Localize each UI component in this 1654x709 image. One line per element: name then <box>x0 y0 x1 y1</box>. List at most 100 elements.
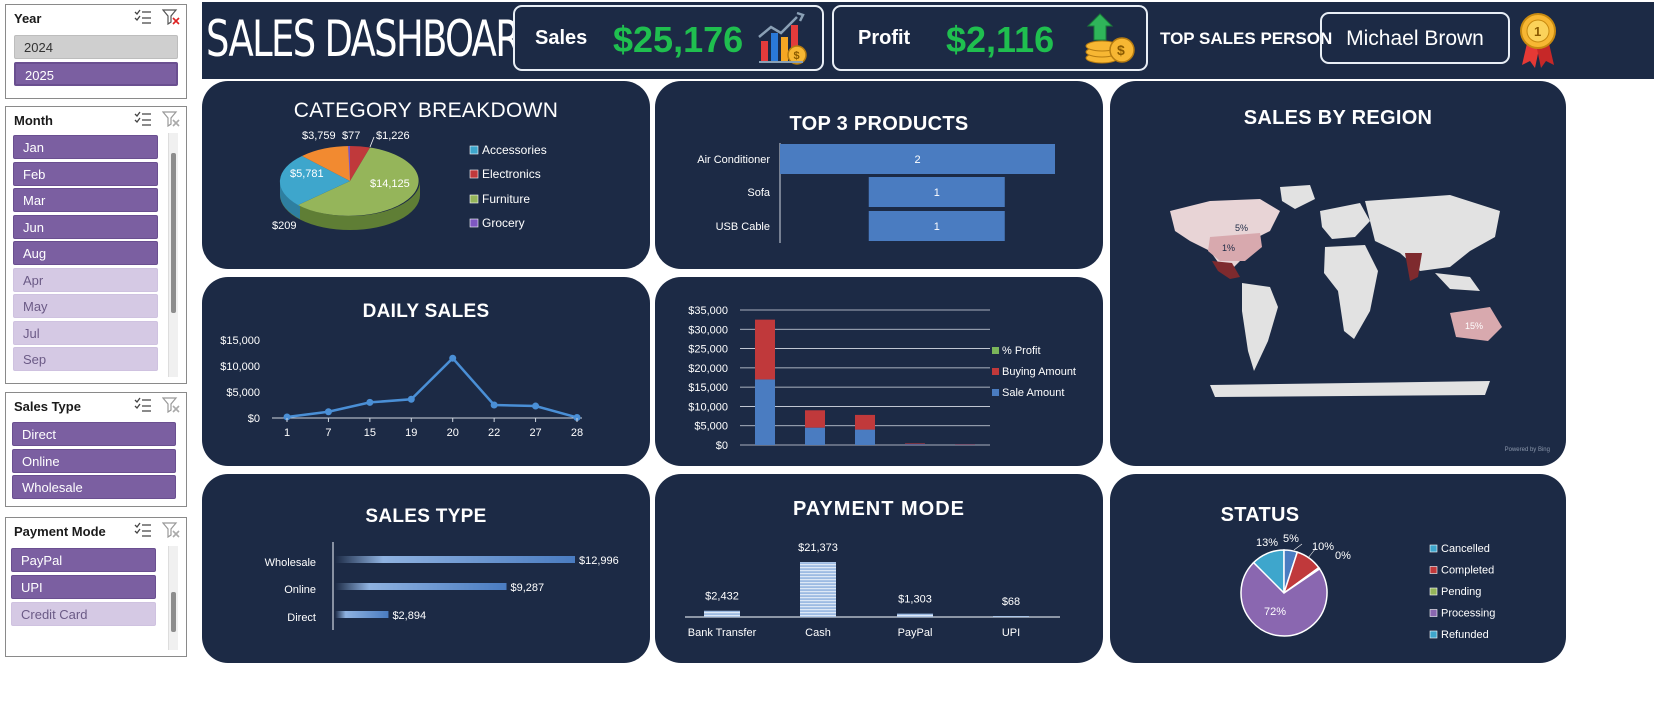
sales-type-category-0: Wholesale <box>265 557 316 569</box>
daily-sales-card: DAILY SALES $15,000 $10,000 $5,000 $0 1 7 15 19… <box>202 277 650 466</box>
daily-xtick-0: 1 <box>284 427 290 439</box>
map-africa <box>1324 245 1378 339</box>
payment-category-3: UPI <box>1002 627 1020 639</box>
slicer-item-feb[interactable]: Feb <box>13 161 158 186</box>
payment-mode-slicer-title: Payment Mode <box>14 524 106 539</box>
amount-legend-1: Buying Amount <box>1002 366 1076 378</box>
legend-furniture: Furniture <box>482 192 530 206</box>
status-slice-4 <box>1240 561 1328 637</box>
sale-amount-bar-1 <box>805 427 825 445</box>
daily-xtick-5: 22 <box>488 427 500 439</box>
cat-label-2: $77 <box>342 130 360 142</box>
category-legend: Accessories Electronics Furniture Grocer… <box>469 143 547 230</box>
payment-mode-card: PAYMENT MODE $2,432 Bank Transfer $21,373 C… <box>655 474 1103 663</box>
legend-electronics: Electronics <box>482 167 541 181</box>
leader-line <box>369 136 375 148</box>
slicer-item-may[interactable]: May <box>13 294 158 318</box>
slicer-item-sep[interactable]: Sep <box>13 347 158 371</box>
top-sales-person-name: Michael Brown <box>1346 27 1484 50</box>
payment-mode-scrollbar[interactable] <box>168 546 178 650</box>
product-bar-label-0: 2 <box>914 154 920 166</box>
year-slicer-title: Year <box>14 11 42 26</box>
payment-bar-2 <box>897 613 933 617</box>
buying-amount-bar-3 <box>905 443 925 445</box>
slicer-item-upi[interactable]: UPI <box>11 575 156 599</box>
status-label-0: 13% <box>1256 537 1278 549</box>
daily-point-7 <box>573 413 581 421</box>
pie-slice-electronics <box>350 146 370 181</box>
daily-ytick-2: $5,000 <box>226 387 260 399</box>
sales-chart-icon: $ <box>758 11 807 65</box>
svg-text:$: $ <box>794 50 800 62</box>
clear-filter-icon[interactable] <box>162 111 180 127</box>
status-label-1: 5% <box>1283 533 1299 545</box>
slicer-item-mar[interactable]: Mar <box>13 188 158 212</box>
pie-slice-accessories <box>279 156 350 205</box>
slicer-item-jul[interactable]: Jul <box>13 320 158 345</box>
top-sales-person-label: TOP SALES PERSON <box>1160 29 1333 48</box>
payment-mode-title: PAYMENT MODE <box>792 498 966 520</box>
clear-filter-icon[interactable] <box>162 522 180 538</box>
daily-point-4 <box>449 354 457 362</box>
status-legend-3: Processing <box>1441 608 1495 620</box>
sale-amount-bar-2 <box>855 429 875 445</box>
product-bar-1 <box>868 177 1005 207</box>
buying-amount-bar-0 <box>755 319 775 380</box>
multi-select-icon[interactable] <box>134 9 152 25</box>
slicer-item-credit-card[interactable]: Credit Card <box>11 602 156 626</box>
product-bar-label-1: 1 <box>934 187 940 199</box>
amount-ytick-5: $10,000 <box>688 401 728 413</box>
sales-kpi-label: Sales <box>535 27 588 49</box>
payment-category-0: Bank Transfer <box>688 627 757 639</box>
multi-select-icon[interactable] <box>134 111 152 127</box>
product-bar-0 <box>780 144 1055 174</box>
slicer-item-direct[interactable]: Direct <box>12 422 176 446</box>
sale-amount-bar-0 <box>755 379 775 445</box>
profit-kpi-label: Profit <box>858 27 911 49</box>
sales-type-value-1: $9,287 <box>511 582 545 594</box>
slicer-item-jun[interactable]: Jun <box>13 214 158 239</box>
sales-by-region-title: SALES BY REGION <box>1243 107 1433 129</box>
payment-value-1: $21,373 <box>798 542 838 554</box>
multi-select-icon[interactable] <box>134 522 152 538</box>
slicer-item-2024[interactable]: 2024 <box>14 35 178 59</box>
slicer-item-online[interactable]: Online <box>12 448 176 473</box>
status-label-2: 10% <box>1312 541 1334 553</box>
status-title: STATUS <box>1220 504 1300 526</box>
sales-type-slicer: Sales Type Direct Online Wholesale <box>5 392 187 507</box>
map-india <box>1405 253 1422 281</box>
payment-value-3: $68 <box>1002 596 1020 608</box>
payment-category-2: PayPal <box>898 627 933 639</box>
month-scrollbar[interactable] <box>168 133 178 377</box>
slicer-item-wholesale[interactable]: Wholesale <box>12 475 176 499</box>
amounts-chart: $35,000 $30,000 $25,000 $20,000 $15,000 $10,0… <box>688 305 1076 452</box>
world-map: 5% 1% 15% <box>1170 185 1502 397</box>
daily-sales-line <box>286 356 578 419</box>
clear-filter-icon[interactable] <box>162 9 180 25</box>
top-products-chart: 2 Air Conditioner 1 Sofa 1 USB Cable <box>697 143 1055 243</box>
payment-bar-1 <box>800 562 836 617</box>
payment-bar-0 <box>704 610 740 617</box>
cat-label-4: $5,781 <box>290 168 324 180</box>
clear-filter-icon[interactable] <box>162 397 180 413</box>
slicer-item-jan[interactable]: Jan <box>13 135 158 159</box>
cat-label-5: $14,125 <box>370 178 410 190</box>
sales-kpi: Sales $25,176 $ <box>513 5 824 71</box>
slicer-item-apr[interactable]: Apr <box>13 267 158 292</box>
cat-label-3: $1,226 <box>376 130 410 142</box>
daily-sales-title: DAILY SALES <box>362 301 490 322</box>
multi-select-icon[interactable] <box>134 397 152 413</box>
svg-text:$: $ <box>1117 42 1125 58</box>
daily-point-0 <box>283 413 291 421</box>
product-category-2: USB Cable <box>716 221 770 233</box>
legend-grocery: Grocery <box>482 216 525 230</box>
map-attribution: Powered by Bing <box>1504 447 1550 453</box>
year-slicer: Year 2024 2025 <box>5 4 187 99</box>
slicer-item-aug[interactable]: Aug <box>13 241 158 265</box>
sales-type-slicer-title: Sales Type <box>14 399 81 414</box>
slicer-item-2025[interactable]: 2025 <box>14 62 178 86</box>
product-bar-label-2: 1 <box>934 221 940 233</box>
legend-accessories: Accessories <box>482 143 547 157</box>
daily-point-2 <box>366 398 374 406</box>
slicer-item-paypal[interactable]: PayPal <box>11 548 156 572</box>
